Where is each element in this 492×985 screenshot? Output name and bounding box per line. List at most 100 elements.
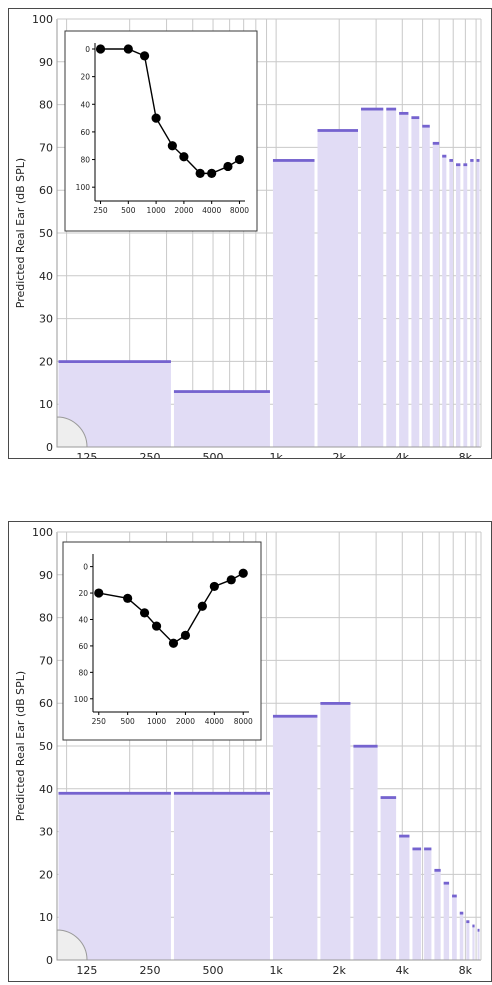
bar-top-line xyxy=(386,107,397,111)
bar-top-line xyxy=(272,159,315,162)
chart-top: 0 10 20 30 40 50 60 70 80 90 100 125 250 500 1k 2k 4k 8k P… xyxy=(14,13,482,458)
y-tick-label: 0 xyxy=(46,954,53,967)
inset-x-tick-label: 1000 xyxy=(147,717,166,726)
inset-data-point xyxy=(195,168,205,178)
bar xyxy=(472,925,475,960)
bars xyxy=(58,702,480,960)
inset-x-tick-label: 1000 xyxy=(147,206,166,215)
bar-top-line xyxy=(472,924,475,928)
x-tick-label: 4k xyxy=(396,964,410,977)
x-tick-label: 250 xyxy=(139,451,160,458)
bar xyxy=(470,160,474,448)
inset-data-point xyxy=(226,575,236,585)
bar xyxy=(399,113,409,447)
bar-top-line xyxy=(173,390,270,393)
bar xyxy=(173,391,270,447)
bar xyxy=(459,912,464,960)
bar xyxy=(320,703,351,960)
inset-y-tick-label: 40 xyxy=(80,100,90,109)
bar-top-line xyxy=(399,834,410,838)
x-tick-label: 125 xyxy=(76,451,97,458)
inset-data-point xyxy=(151,621,162,631)
y-tick-label: 70 xyxy=(39,654,53,667)
inset-y-tick-label: 60 xyxy=(78,642,88,651)
bar-top-line xyxy=(353,744,378,748)
inset-x-tick-label: 4000 xyxy=(205,717,224,726)
inset-x-tick-label: 8000 xyxy=(234,717,253,726)
x-tick-label: 8k xyxy=(459,451,473,458)
bar-top-line xyxy=(422,124,430,128)
inset-data-point xyxy=(238,568,248,578)
y-tick-label: 50 xyxy=(39,227,53,240)
inset-frame xyxy=(62,541,262,741)
y-tick-label: 40 xyxy=(39,270,53,283)
bar-top-line xyxy=(412,847,422,851)
bar xyxy=(173,793,270,960)
inset-audiogram: 0 20 40 60 80 100 250 500 1000 2000 4000 8000 xyxy=(62,541,262,741)
y-tick-label: 80 xyxy=(39,612,53,625)
bar-top-line xyxy=(58,360,171,363)
inset-x-tick-label: 2000 xyxy=(176,717,195,726)
y-tick-label: 20 xyxy=(39,868,53,881)
bar xyxy=(272,716,318,960)
x-tick-label: 2k xyxy=(333,451,347,458)
bar-top-line xyxy=(466,920,470,924)
inset-data-point xyxy=(209,581,219,592)
bar xyxy=(399,835,410,960)
inset-y-tick-label: 20 xyxy=(80,73,90,82)
y-tick-label: 60 xyxy=(39,184,53,197)
inset-y-tick-label: 20 xyxy=(78,589,88,598)
bar-top-line xyxy=(361,107,384,111)
x-tick-label: 2k xyxy=(333,964,347,977)
inset-data-point xyxy=(94,588,104,598)
inset-y-tick-label: 100 xyxy=(74,695,89,704)
inset-y-tick-label: 0 xyxy=(83,563,88,572)
x-tick-label: 125 xyxy=(76,964,97,977)
y-tick-label: 90 xyxy=(39,56,53,69)
inset-audiogram: 0 20 40 60 80 100 250 500 1000 2000 4000 8000 xyxy=(64,30,258,232)
bar-top-line xyxy=(449,159,454,162)
y-tick-label: 10 xyxy=(39,911,53,924)
bar xyxy=(380,797,397,960)
y-tick-label: 20 xyxy=(39,355,53,368)
y-tick-label: 100 xyxy=(32,13,53,26)
y-tick-label: 10 xyxy=(39,398,53,411)
bar xyxy=(272,160,315,448)
inset-x-tick-label: 250 xyxy=(93,206,108,215)
bars xyxy=(58,107,480,448)
x-tick-label: 4k xyxy=(396,451,410,458)
inset-data-point xyxy=(180,630,191,640)
bar xyxy=(353,746,378,960)
bar-top-line xyxy=(434,868,441,872)
bar-top-line xyxy=(477,928,480,932)
inset-x-tick-label: 250 xyxy=(92,717,107,726)
x-tick-label: 8k xyxy=(459,964,473,977)
inset-data-point xyxy=(167,141,177,151)
x-tick-label: 250 xyxy=(139,964,160,977)
bar-top-line xyxy=(380,796,397,799)
bar xyxy=(456,164,461,447)
bar xyxy=(317,130,359,447)
y-tick-label: 50 xyxy=(39,740,53,753)
inset-data-point xyxy=(207,168,217,178)
x-tick-label: 1k xyxy=(269,964,283,977)
x-tick-label: 500 xyxy=(203,451,224,458)
bar xyxy=(443,882,450,960)
x-tick-label: 1k xyxy=(269,451,283,458)
y-tick-label: 30 xyxy=(39,826,53,839)
bar xyxy=(442,155,447,447)
bar-top-line xyxy=(470,159,474,162)
inset-y-tick-label: 100 xyxy=(76,183,91,192)
bar xyxy=(477,930,480,960)
inset-data-point xyxy=(139,51,150,61)
inset-data-point xyxy=(234,154,245,165)
bar xyxy=(361,108,384,447)
inset-y-tick-label: 60 xyxy=(80,128,90,137)
origin-quarter-circle xyxy=(56,416,88,448)
chart-panel-bottom: 0 10 20 30 40 50 60 70 80 90 100 125 250 500 1k 2k 4k 8k P… xyxy=(8,521,492,982)
bar-top-line xyxy=(432,141,440,145)
origin-quarter-circle xyxy=(56,929,88,961)
bar xyxy=(434,870,441,960)
inset-x-tick-label: 500 xyxy=(121,206,136,215)
bar xyxy=(466,921,470,960)
